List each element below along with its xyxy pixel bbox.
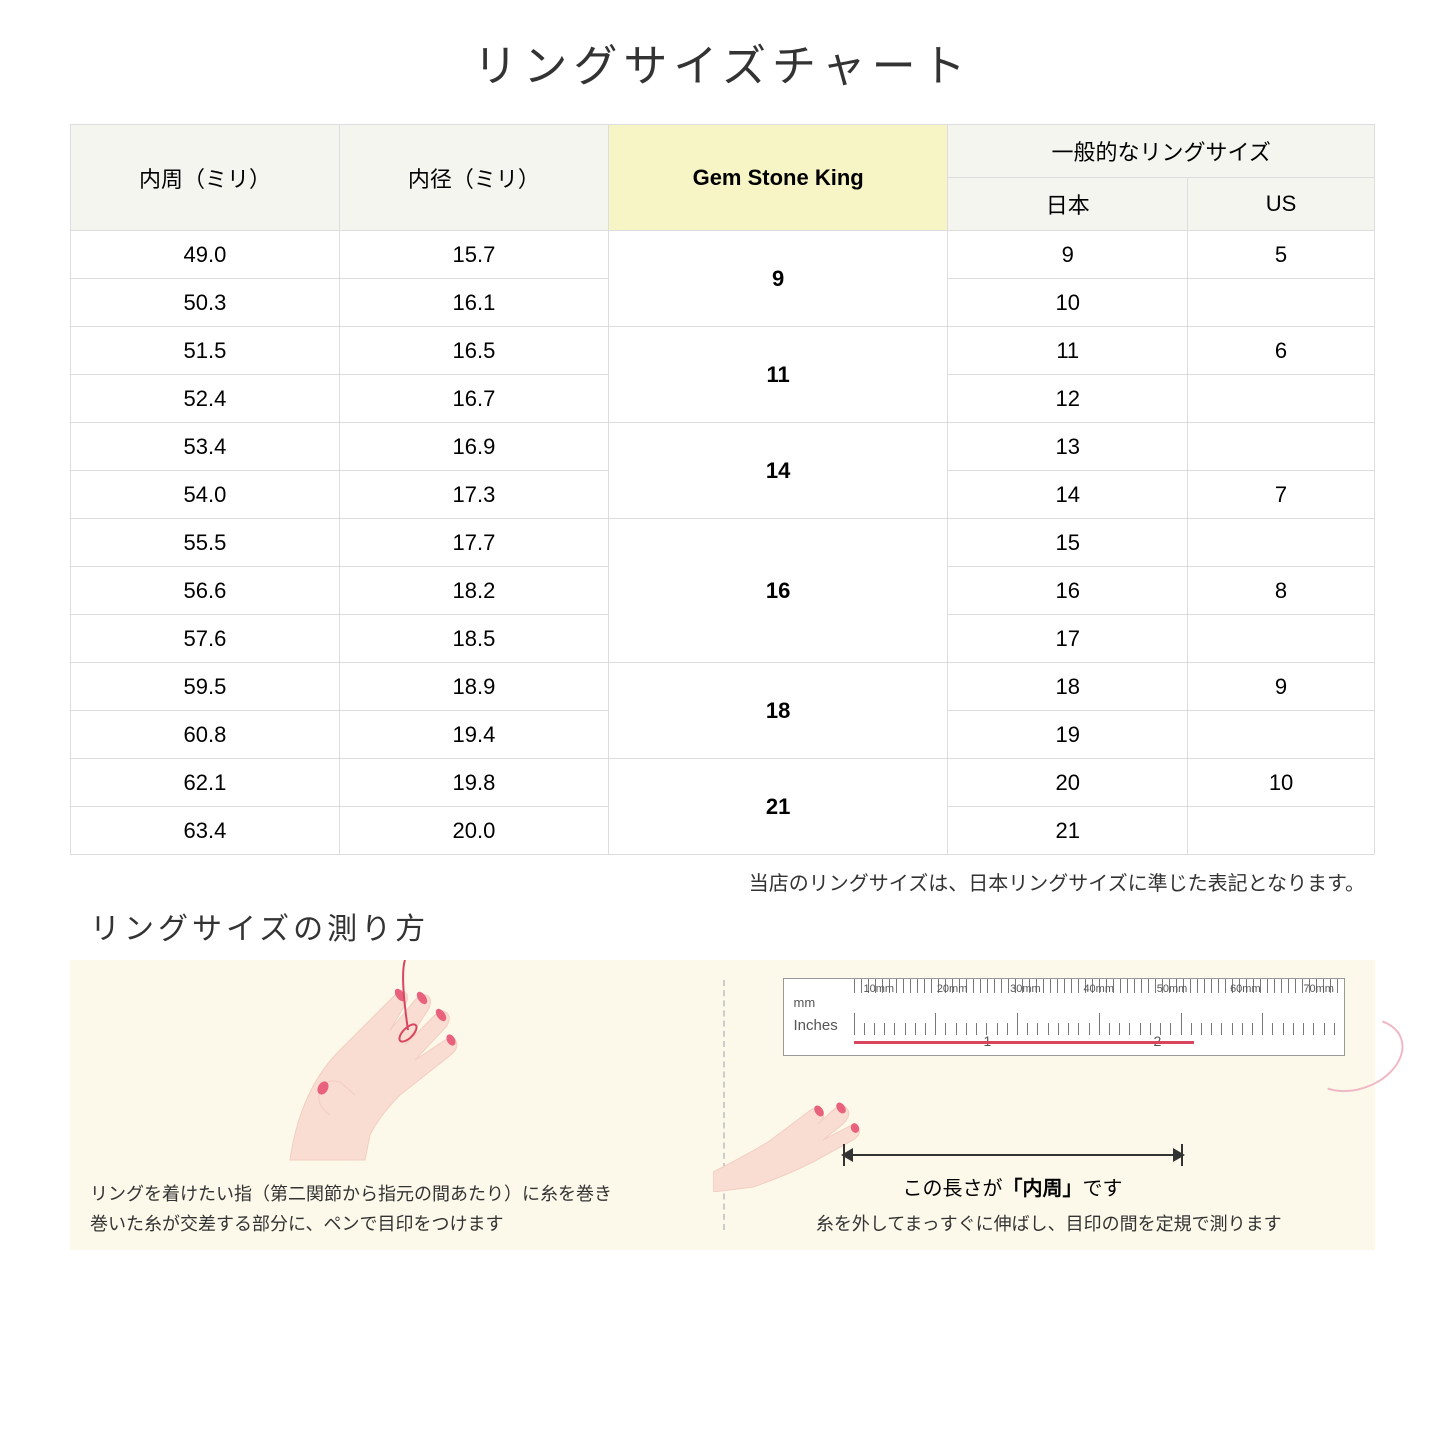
cell-japan: 13 [948, 423, 1188, 471]
panel-right: 10mm20mm30mm40mm50mm60mm70mm mm Inches 1… [723, 960, 1376, 1250]
cell-us [1188, 615, 1375, 663]
table-note: 当店のリングサイズは、日本リングサイズに準じた表記となります。 [70, 867, 1375, 896]
col-circumference: 内周（ミリ） [71, 125, 340, 231]
page-title: リングサイズチャート [70, 30, 1375, 94]
measure-subtitle: リングサイズの測り方 [90, 904, 1375, 948]
cell-japan: 12 [948, 375, 1188, 423]
ruler-inch-label: Inches [794, 1017, 838, 1034]
table-row: 62.119.8212010 [71, 759, 1375, 807]
cell-diameter: 18.2 [339, 567, 608, 615]
cell-us [1188, 423, 1375, 471]
cell-japan: 21 [948, 807, 1188, 855]
cell-gsk: 14 [608, 423, 948, 519]
ruler-mm-label: mm [794, 995, 816, 1010]
cell-japan: 14 [948, 471, 1188, 519]
instruction-right-text: 糸を外してまっすぐに伸ばし、目印の間を定規で測ります [743, 1209, 1356, 1240]
hand-holding-illustration [713, 1062, 883, 1192]
cell-us: 9 [1188, 663, 1375, 711]
cell-us: 8 [1188, 567, 1375, 615]
cell-us [1188, 711, 1375, 759]
cell-gsk: 9 [608, 231, 948, 327]
cell-gsk: 11 [608, 327, 948, 423]
ruler-illustration: 10mm20mm30mm40mm50mm60mm70mm mm Inches 1… [783, 978, 1346, 1056]
cell-circumference: 51.5 [71, 327, 340, 375]
cell-us: 6 [1188, 327, 1375, 375]
cell-circumference: 50.3 [71, 279, 340, 327]
arrow-label: この長さが「内周」です [843, 1172, 1183, 1201]
cell-diameter: 20.0 [339, 807, 608, 855]
thread-line [854, 1041, 1194, 1044]
table-row: 53.416.91413 [71, 423, 1375, 471]
ring-size-table: 内周（ミリ） 内径（ミリ） Gem Stone King 一般的なリングサイズ … [70, 124, 1375, 855]
cell-japan: 18 [948, 663, 1188, 711]
cell-circumference: 54.0 [71, 471, 340, 519]
cell-circumference: 55.5 [71, 519, 340, 567]
instructions-panel: リングを着けたい指（第二関節から指元の間あたり）に糸を巻き巻いた糸が交差する部分… [70, 960, 1375, 1250]
cell-gsk: 18 [608, 663, 948, 759]
cell-japan: 19 [948, 711, 1188, 759]
cell-us: 7 [1188, 471, 1375, 519]
cell-circumference: 52.4 [71, 375, 340, 423]
measurement-arrow [843, 1144, 1183, 1170]
col-japan: 日本 [948, 178, 1188, 231]
table-row: 59.518.918189 [71, 663, 1375, 711]
cell-diameter: 15.7 [339, 231, 608, 279]
cell-japan: 15 [948, 519, 1188, 567]
cell-gsk: 16 [608, 519, 948, 663]
cell-circumference: 62.1 [71, 759, 340, 807]
cell-diameter: 19.8 [339, 759, 608, 807]
cell-us [1188, 279, 1375, 327]
cell-us: 10 [1188, 759, 1375, 807]
cell-circumference: 53.4 [71, 423, 340, 471]
table-row: 55.517.71615 [71, 519, 1375, 567]
hand-thread-illustration [250, 960, 530, 1170]
cell-diameter: 19.4 [339, 711, 608, 759]
cell-japan: 16 [948, 567, 1188, 615]
col-diameter: 内径（ミリ） [339, 125, 608, 231]
cell-japan: 17 [948, 615, 1188, 663]
cell-circumference: 56.6 [71, 567, 340, 615]
panel-left: リングを着けたい指（第二関節から指元の間あたり）に糸を巻き巻いた糸が交差する部分… [70, 960, 723, 1250]
cell-circumference: 59.5 [71, 663, 340, 711]
instruction-left-text: リングを着けたい指（第二関節から指元の間あたり）に糸を巻き巻いた糸が交差する部分… [90, 1179, 703, 1240]
cell-diameter: 18.9 [339, 663, 608, 711]
cell-gsk: 21 [608, 759, 948, 855]
cell-japan: 9 [948, 231, 1188, 279]
cell-circumference: 49.0 [71, 231, 340, 279]
cell-us [1188, 807, 1375, 855]
cell-us [1188, 375, 1375, 423]
table-row: 49.015.7995 [71, 231, 1375, 279]
cell-circumference: 60.8 [71, 711, 340, 759]
col-general: 一般的なリングサイズ [948, 125, 1375, 178]
cell-diameter: 18.5 [339, 615, 608, 663]
ruler: 10mm20mm30mm40mm50mm60mm70mm mm Inches 1… [783, 978, 1346, 1056]
table-row: 51.516.511116 [71, 327, 1375, 375]
cell-diameter: 16.7 [339, 375, 608, 423]
cell-diameter: 17.3 [339, 471, 608, 519]
col-gsk: Gem Stone King [608, 125, 948, 231]
cell-japan: 10 [948, 279, 1188, 327]
cell-circumference: 63.4 [71, 807, 340, 855]
cell-japan: 11 [948, 327, 1188, 375]
cell-us [1188, 519, 1375, 567]
cell-diameter: 16.5 [339, 327, 608, 375]
cell-diameter: 16.9 [339, 423, 608, 471]
cell-diameter: 16.1 [339, 279, 608, 327]
col-us: US [1188, 178, 1375, 231]
cell-us: 5 [1188, 231, 1375, 279]
cell-circumference: 57.6 [71, 615, 340, 663]
cell-diameter: 17.7 [339, 519, 608, 567]
cell-japan: 20 [948, 759, 1188, 807]
